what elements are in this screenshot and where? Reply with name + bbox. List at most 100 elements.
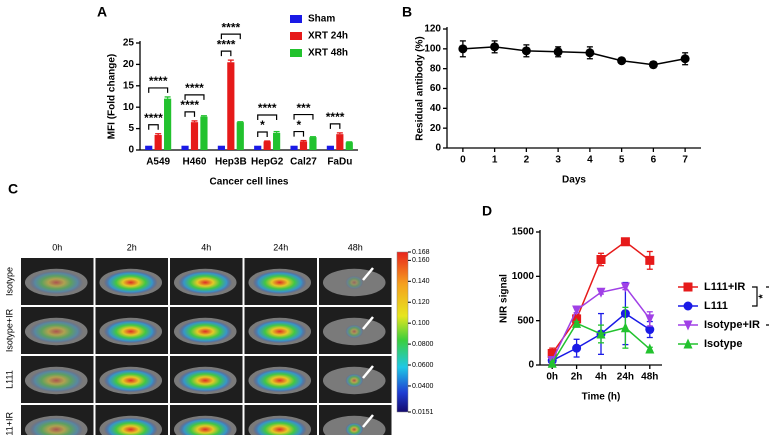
signal-overlay (345, 324, 364, 339)
x-tick-label: FaDu (327, 157, 352, 168)
x-tick-label: 4 (587, 155, 593, 166)
point (547, 357, 557, 368)
y-tick-label: 5 (128, 123, 134, 134)
point (645, 314, 655, 325)
significance-label: *** (296, 101, 310, 115)
point (645, 255, 655, 265)
colorbar-tick-label: 0.120 (412, 299, 430, 306)
signal-overlay (178, 368, 233, 393)
legend-label: L111+IR (704, 281, 745, 293)
signal-overlay (29, 417, 84, 435)
x-tick-label: 0 (460, 155, 466, 166)
y-tick-label: 20 (123, 59, 135, 70)
series-line (462, 46, 686, 66)
arrow (362, 365, 374, 379)
bar (154, 135, 162, 150)
colorbar-tick-label: 0.140 (412, 278, 430, 285)
point (585, 48, 595, 58)
point (572, 305, 582, 316)
significance-bracket (184, 111, 196, 117)
legend-marker (683, 338, 693, 349)
significance-bracket (293, 130, 305, 137)
y-tick-label: 20 (430, 123, 442, 134)
x-axis-label: Time (h) (582, 392, 621, 403)
legend-label: XRT 48h (308, 48, 348, 59)
legend-label: Isotype+IR (704, 319, 760, 331)
signal-overlay (29, 368, 84, 393)
colorbar (396, 251, 409, 413)
significance-bracket (184, 94, 205, 100)
y-axis-label: Residual antibody (%) (415, 36, 426, 140)
significance-label: **** (217, 37, 236, 51)
y-axis-label: NIR signal (499, 274, 510, 323)
point (620, 322, 630, 333)
signal-overlay (252, 270, 307, 295)
point (458, 44, 468, 54)
row-label: L111 (4, 370, 14, 389)
bar (190, 122, 199, 150)
column-label: 24h (273, 242, 288, 252)
bar (181, 145, 189, 150)
column-label: 0h (52, 242, 62, 252)
x-tick-label: H460 (183, 157, 207, 168)
bar (227, 62, 235, 151)
significance-label: **** (144, 111, 163, 125)
significance-label: **** (326, 110, 345, 124)
y-tick-label: 60 (430, 83, 442, 94)
signal-overlay (252, 417, 307, 435)
colorbar-tick-label: 0.168 (412, 249, 430, 256)
bar (345, 142, 353, 150)
point (596, 328, 606, 339)
colorbar-tick-label: 0.0800 (412, 341, 434, 348)
y-tick-label: 15 (123, 80, 135, 91)
point (620, 282, 630, 293)
point (648, 60, 658, 70)
significance-label: **** (149, 74, 168, 88)
bar (200, 116, 208, 150)
point (521, 46, 531, 56)
x-tick-label: 5 (619, 155, 625, 166)
signal-overlay (103, 270, 158, 295)
x-tick-label: 2h (571, 372, 583, 383)
legend-marker (683, 301, 693, 311)
x-tick-label: 0h (546, 372, 558, 383)
bar (263, 141, 271, 150)
significance-label: * (757, 294, 769, 299)
colorbar-tick-label: 0.0600 (412, 362, 434, 369)
colorbar-tick-label: 0.0151 (412, 409, 434, 416)
point (645, 343, 655, 354)
bar (336, 134, 344, 150)
x-tick-label: 1 (492, 155, 498, 166)
colorbar-tick-label: 0.160 (412, 257, 430, 264)
significance-bracket (148, 124, 159, 130)
y-tick-label: 0 (528, 360, 534, 371)
panel-letter: A (97, 4, 107, 20)
x-tick-label: 2 (524, 155, 530, 166)
significance-bracket (752, 286, 758, 307)
bar (217, 145, 225, 150)
signal-overlay (178, 319, 233, 344)
y-tick-label: 25 (123, 38, 135, 49)
y-tick-label: 80 (430, 63, 442, 74)
y-tick-label: 0 (435, 143, 441, 154)
signal-overlay (29, 319, 84, 344)
bar (254, 145, 262, 150)
x-tick-label: 3 (555, 155, 561, 166)
legend-label: Sham (308, 14, 335, 25)
legend-label: XRT 24h (308, 31, 348, 42)
bar (326, 145, 334, 150)
significance-bracket (220, 50, 232, 57)
signal-overlay (178, 270, 233, 295)
column-label: 4h (201, 242, 211, 252)
x-axis-label: Days (562, 175, 586, 186)
bar (299, 141, 308, 150)
point (680, 54, 690, 64)
x-tick-label: 4h (595, 372, 607, 383)
x-tick-label: 24h (617, 372, 634, 383)
y-tick-label: 10 (123, 102, 135, 113)
y-tick-label: 100 (424, 43, 441, 54)
y-tick-label: 1000 (512, 271, 535, 282)
x-axis-label: Cancer cell lines (210, 177, 289, 188)
bar (145, 145, 153, 150)
y-tick-label: 0 (128, 145, 134, 156)
